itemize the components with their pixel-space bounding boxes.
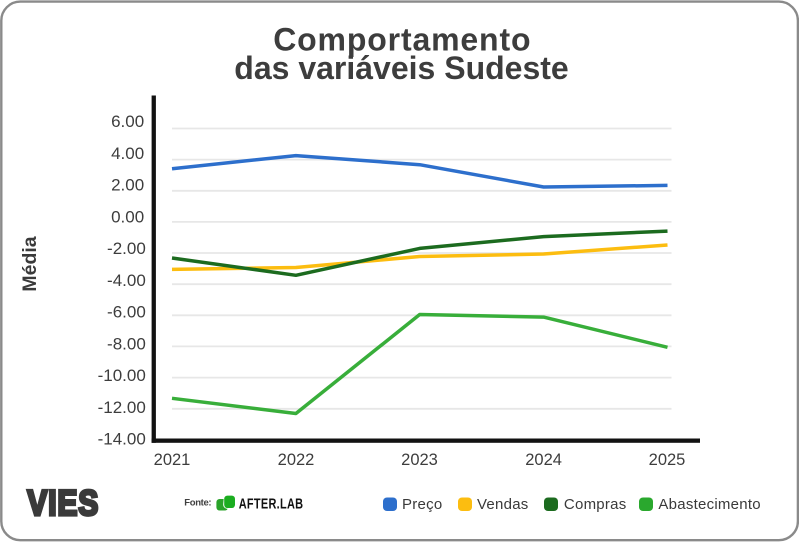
svg-text:-6.00: -6.00 [107,303,146,322]
svg-text:2.00: 2.00 [111,176,144,195]
svg-text:2021: 2021 [154,451,191,469]
svg-text:AFTER.LAB: AFTER.LAB [239,495,304,512]
svg-text:Vendas: Vendas [477,496,529,513]
svg-text:Abastecimento: Abastecimento [658,496,760,513]
svg-text:Fonte:: Fonte: [184,497,211,508]
svg-text:2022: 2022 [278,451,315,469]
svg-text:2023: 2023 [401,451,438,469]
svg-text:2024: 2024 [525,451,562,469]
svg-text:-4.00: -4.00 [107,271,146,290]
svg-text:Preço: Preço [402,496,442,513]
svg-text:Compras: Compras [564,496,627,513]
svg-text:0.00: 0.00 [111,207,144,226]
svg-text:das variáveis Sudeste: das variáveis Sudeste [234,50,568,86]
svg-text:-8.00: -8.00 [107,334,146,353]
svg-text:2025: 2025 [649,451,686,469]
svg-text:Média: Média [19,236,41,291]
svg-text:-10.00: -10.00 [98,366,146,385]
svg-text:Comportamento: Comportamento [273,22,531,58]
svg-text:-12.00: -12.00 [98,398,146,417]
svg-text:-2.00: -2.00 [107,239,146,258]
svg-text:4.00: 4.00 [111,144,144,163]
svg-text:6.00: 6.00 [111,112,144,131]
svg-text:-14.00: -14.00 [98,430,146,449]
svg-text:VIES: VIES [27,484,99,523]
